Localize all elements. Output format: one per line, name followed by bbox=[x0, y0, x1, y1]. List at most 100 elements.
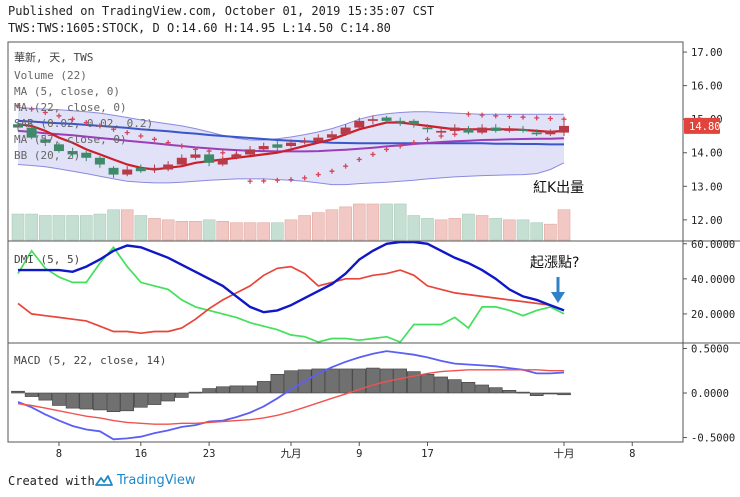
volume-bar bbox=[175, 220, 189, 241]
macd-histogram-bar bbox=[106, 392, 121, 413]
macd-histogram-bar bbox=[229, 385, 244, 394]
candle-body bbox=[122, 169, 133, 175]
volume-bar bbox=[271, 222, 284, 241]
sar-point bbox=[206, 148, 212, 154]
candle-body bbox=[340, 127, 351, 135]
candle-body bbox=[231, 154, 242, 158]
macd-histogram-bar bbox=[24, 392, 39, 397]
macd-histogram-bar bbox=[434, 376, 448, 394]
macd-histogram-bar bbox=[188, 391, 203, 394]
sar-point bbox=[111, 126, 117, 132]
dmi-di-line bbox=[17, 245, 565, 344]
macd-axis-tick-label: -0.5000 bbox=[691, 433, 735, 445]
volume-bar bbox=[366, 203, 380, 241]
annotation-rally: 起漲點? bbox=[530, 255, 579, 271]
candle-body bbox=[436, 130, 447, 133]
last-price-tag bbox=[684, 117, 720, 134]
candle-body bbox=[94, 157, 105, 165]
volume-bar bbox=[530, 222, 544, 241]
candle-body bbox=[176, 157, 187, 165]
macd-histogram-bar bbox=[325, 368, 339, 394]
candle-body bbox=[40, 139, 51, 143]
candle-body bbox=[408, 120, 419, 125]
sar-point bbox=[274, 177, 280, 183]
x-tick-label: 十月 bbox=[554, 447, 575, 460]
volume-bar bbox=[380, 203, 393, 241]
candle-body bbox=[367, 119, 378, 121]
macd-histogram-bar bbox=[447, 379, 462, 394]
sar-point bbox=[220, 150, 226, 156]
candle-body bbox=[204, 154, 215, 163]
sar-point bbox=[165, 140, 171, 146]
volume-bar bbox=[216, 220, 230, 241]
volume-bar bbox=[107, 209, 120, 241]
legend: 華新, 天, TWS Volume (22) MA (5, close, 0) MA … bbox=[14, 50, 584, 367]
macd-histogram-bar bbox=[352, 368, 367, 394]
candle-body bbox=[313, 137, 324, 141]
macd-histogram-bar bbox=[543, 392, 558, 395]
legend-symbol: 華新, 天, TWS bbox=[14, 50, 93, 64]
volume-bar bbox=[257, 222, 271, 241]
candle-body bbox=[272, 144, 283, 148]
sar-point bbox=[138, 133, 144, 139]
candle-body bbox=[504, 129, 515, 131]
candle-body bbox=[490, 127, 501, 131]
sar-point bbox=[15, 103, 21, 109]
macd-histogram-bar bbox=[516, 391, 530, 394]
sar-point bbox=[124, 130, 130, 136]
volume-bar bbox=[148, 218, 161, 241]
volume-bar bbox=[544, 223, 557, 241]
sar-point bbox=[97, 123, 103, 129]
volume-bar bbox=[161, 219, 175, 241]
sar-point bbox=[56, 113, 62, 119]
x-tick-label: 23 bbox=[203, 448, 216, 460]
ma57-line bbox=[17, 129, 565, 153]
volume-bar bbox=[38, 215, 52, 241]
chart-canvas[interactable]: 17.0016.0015.0014.0013.0012.0060.000040.… bbox=[0, 0, 740, 470]
volume-bar bbox=[243, 222, 257, 241]
candle-body bbox=[354, 120, 365, 128]
sar-point bbox=[425, 136, 430, 142]
sar-point bbox=[534, 115, 540, 121]
volume-bar bbox=[134, 215, 148, 241]
volume-bars bbox=[11, 203, 571, 241]
legend-ma22: MA (22, close, 0) bbox=[14, 101, 127, 114]
candle-body bbox=[26, 127, 37, 138]
created-with: Created with bbox=[8, 474, 95, 488]
candle-body bbox=[81, 152, 92, 158]
sar-point bbox=[356, 156, 362, 162]
sar-point bbox=[561, 116, 567, 122]
macd-panel bbox=[11, 350, 571, 441]
candle-body bbox=[286, 142, 296, 147]
tradingview-logo[interactable]: TradingView bbox=[94, 471, 196, 489]
volume-bar bbox=[202, 219, 216, 241]
legend-ma57: MA (57, close, 0) bbox=[14, 133, 127, 146]
published-line: Published on TradingView.com, October 01… bbox=[8, 4, 435, 18]
axes: 17.0016.0015.0014.0013.0012.0060.000040.… bbox=[7, 41, 740, 460]
x-tick-label: 8 bbox=[629, 448, 635, 460]
macd-histogram-bar bbox=[175, 392, 189, 398]
volume-bar bbox=[189, 220, 202, 241]
dmi-lines bbox=[17, 240, 565, 344]
macd-histogram-bar bbox=[11, 390, 25, 394]
sar-point bbox=[452, 131, 458, 137]
candle-body bbox=[381, 117, 392, 121]
volume-bar bbox=[557, 209, 571, 241]
macd-histogram-bar bbox=[366, 367, 380, 394]
sar-point bbox=[370, 151, 376, 157]
sar-point bbox=[411, 140, 417, 146]
sar-point bbox=[29, 106, 35, 112]
sar-point bbox=[397, 143, 403, 149]
legend-macd: MACD (5, 22, close, 14) bbox=[14, 354, 166, 367]
candle-body bbox=[531, 132, 542, 135]
volume-bar bbox=[352, 203, 366, 241]
sar-point bbox=[384, 146, 390, 152]
macd-line bbox=[17, 350, 565, 441]
volume-bar bbox=[475, 215, 489, 241]
legend-ma5: MA (5, close, 0) bbox=[14, 85, 120, 98]
candle-body bbox=[163, 164, 174, 170]
volume-bar bbox=[298, 215, 311, 241]
macd-histogram-bar bbox=[529, 392, 544, 396]
macd-histogram-bar bbox=[79, 392, 94, 410]
volume-bar bbox=[503, 219, 516, 241]
